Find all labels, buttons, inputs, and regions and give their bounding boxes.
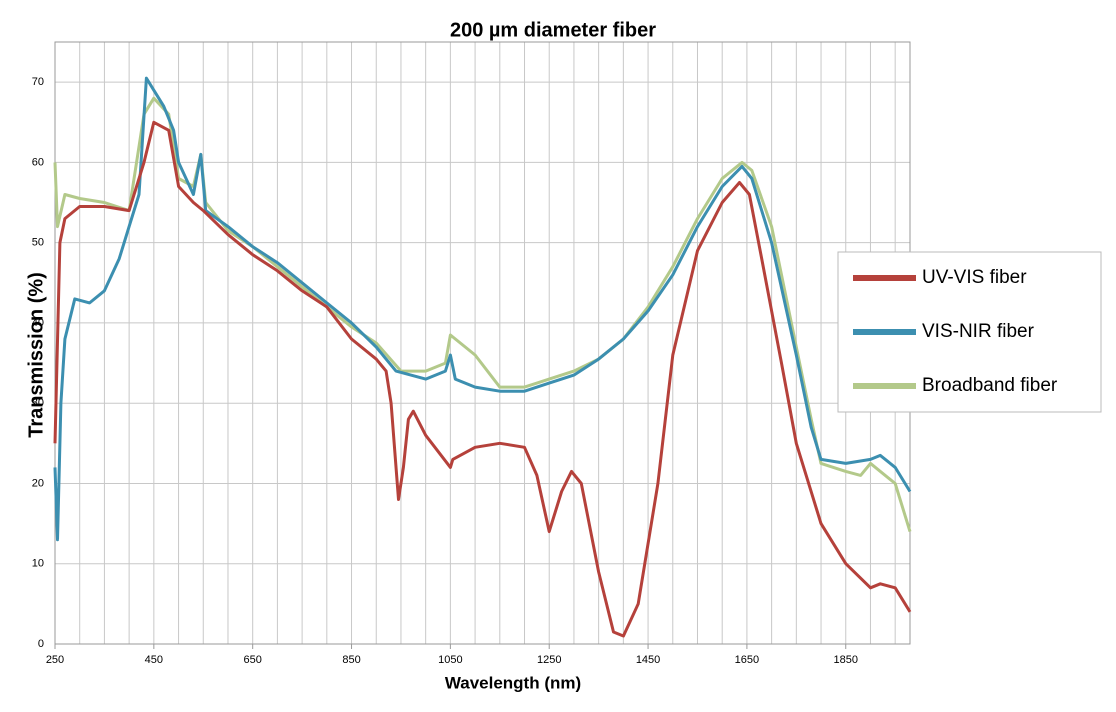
- legend-label: UV-VIS fiber: [922, 267, 1027, 288]
- x-tick-label: 250: [46, 654, 64, 666]
- y-tick-label: 60: [32, 156, 44, 168]
- x-tick-label: 1650: [735, 654, 759, 666]
- legend-label: VIS-NIR fiber: [922, 321, 1035, 342]
- x-tick-label: 1850: [834, 654, 858, 666]
- y-tick-label: 20: [32, 477, 44, 489]
- y-tick-label: 10: [32, 558, 44, 570]
- data-line: [53, 96, 912, 533]
- plot-border: [54, 41, 911, 645]
- x-tick-label: 1050: [438, 654, 462, 666]
- legend-label: Broadband fiber: [922, 375, 1058, 396]
- data-line: [53, 120, 912, 638]
- data-line: [53, 76, 912, 542]
- y-axis-title: Transmission (%): [25, 272, 47, 438]
- x-tick-label: 1450: [636, 654, 660, 666]
- y-tick-label: 0: [38, 638, 44, 650]
- y-tick-label: 50: [32, 237, 44, 249]
- y-tick-label: 40: [32, 317, 44, 329]
- x-tick-label: 1250: [537, 654, 561, 666]
- y-tick-label: 30: [32, 397, 44, 409]
- chart-title: 200 µm diameter fiber: [450, 19, 656, 41]
- x-tick-label: 450: [145, 654, 163, 666]
- x-tick-label: 650: [244, 654, 262, 666]
- x-tick-label: 850: [342, 654, 360, 666]
- y-tick-label: 70: [32, 76, 44, 88]
- x-axis-title: Wavelength (nm): [445, 673, 581, 692]
